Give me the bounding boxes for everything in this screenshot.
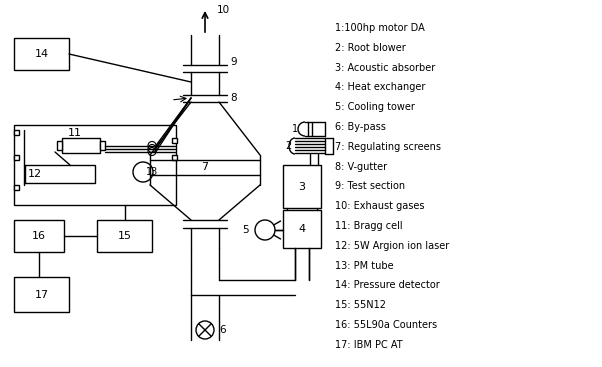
Bar [172, 155, 177, 160]
Text: 11: 11 [68, 128, 82, 138]
Text: 15: 55N12: 15: 55N12 [335, 300, 386, 310]
Text: 3: Acoustic absorber: 3: Acoustic absorber [335, 63, 435, 73]
Bar [57, 141, 62, 150]
Text: 9: 9 [230, 57, 237, 67]
Text: 10: Exhaust gases: 10: Exhaust gases [335, 201, 424, 211]
Text: 6: By-pass: 6: By-pass [335, 122, 386, 132]
Text: 5: 5 [243, 225, 249, 235]
Bar [25, 165, 95, 183]
Bar [14, 220, 64, 252]
Text: 13: PM tube: 13: PM tube [335, 261, 394, 270]
Text: 12: 5W Argion ion laser: 12: 5W Argion ion laser [335, 241, 449, 251]
Bar [14, 38, 69, 70]
Text: 14: 14 [34, 49, 49, 59]
Text: 7: Regulating screens: 7: Regulating screens [335, 142, 441, 152]
Text: 8: V-gutter: 8: V-gutter [335, 161, 387, 172]
Bar [283, 210, 321, 248]
Text: 1:100hp motor DA: 1:100hp motor DA [335, 23, 425, 33]
Text: 17: 17 [34, 290, 49, 299]
Bar [14, 185, 19, 190]
Text: 15: 15 [117, 231, 131, 241]
Text: 7: 7 [202, 162, 208, 172]
Bar [14, 155, 19, 160]
Text: 3: 3 [299, 182, 305, 192]
Text: 6: 6 [219, 325, 226, 335]
Bar [14, 125, 176, 205]
Bar [14, 277, 69, 312]
Text: 12: 12 [28, 169, 42, 179]
Text: 11: Bragg cell: 11: Bragg cell [335, 221, 403, 231]
Bar [62, 138, 100, 153]
Text: 5: Cooling tower: 5: Cooling tower [335, 102, 415, 112]
Text: 2: Root blower: 2: Root blower [335, 43, 406, 53]
Bar [172, 138, 177, 143]
Text: 2: 2 [285, 141, 291, 151]
Text: 13: 13 [146, 167, 158, 177]
Bar [100, 141, 105, 150]
Text: 1: 1 [292, 124, 298, 134]
Text: 4: 4 [299, 224, 306, 234]
Text: 9: Test section: 9: Test section [335, 181, 405, 192]
Bar [97, 220, 152, 252]
Text: 16: 16 [32, 231, 46, 241]
Text: 14: Pressure detector: 14: Pressure detector [335, 280, 439, 290]
Text: 17: IBM PC AT: 17: IBM PC AT [335, 340, 403, 350]
Bar [14, 130, 19, 135]
Bar [283, 165, 321, 208]
Text: 16: 55L90a Counters: 16: 55L90a Counters [335, 320, 437, 330]
Text: 8: 8 [230, 93, 237, 103]
Text: 10: 10 [217, 5, 230, 15]
Text: 4: Heat exchanger: 4: Heat exchanger [335, 83, 426, 92]
